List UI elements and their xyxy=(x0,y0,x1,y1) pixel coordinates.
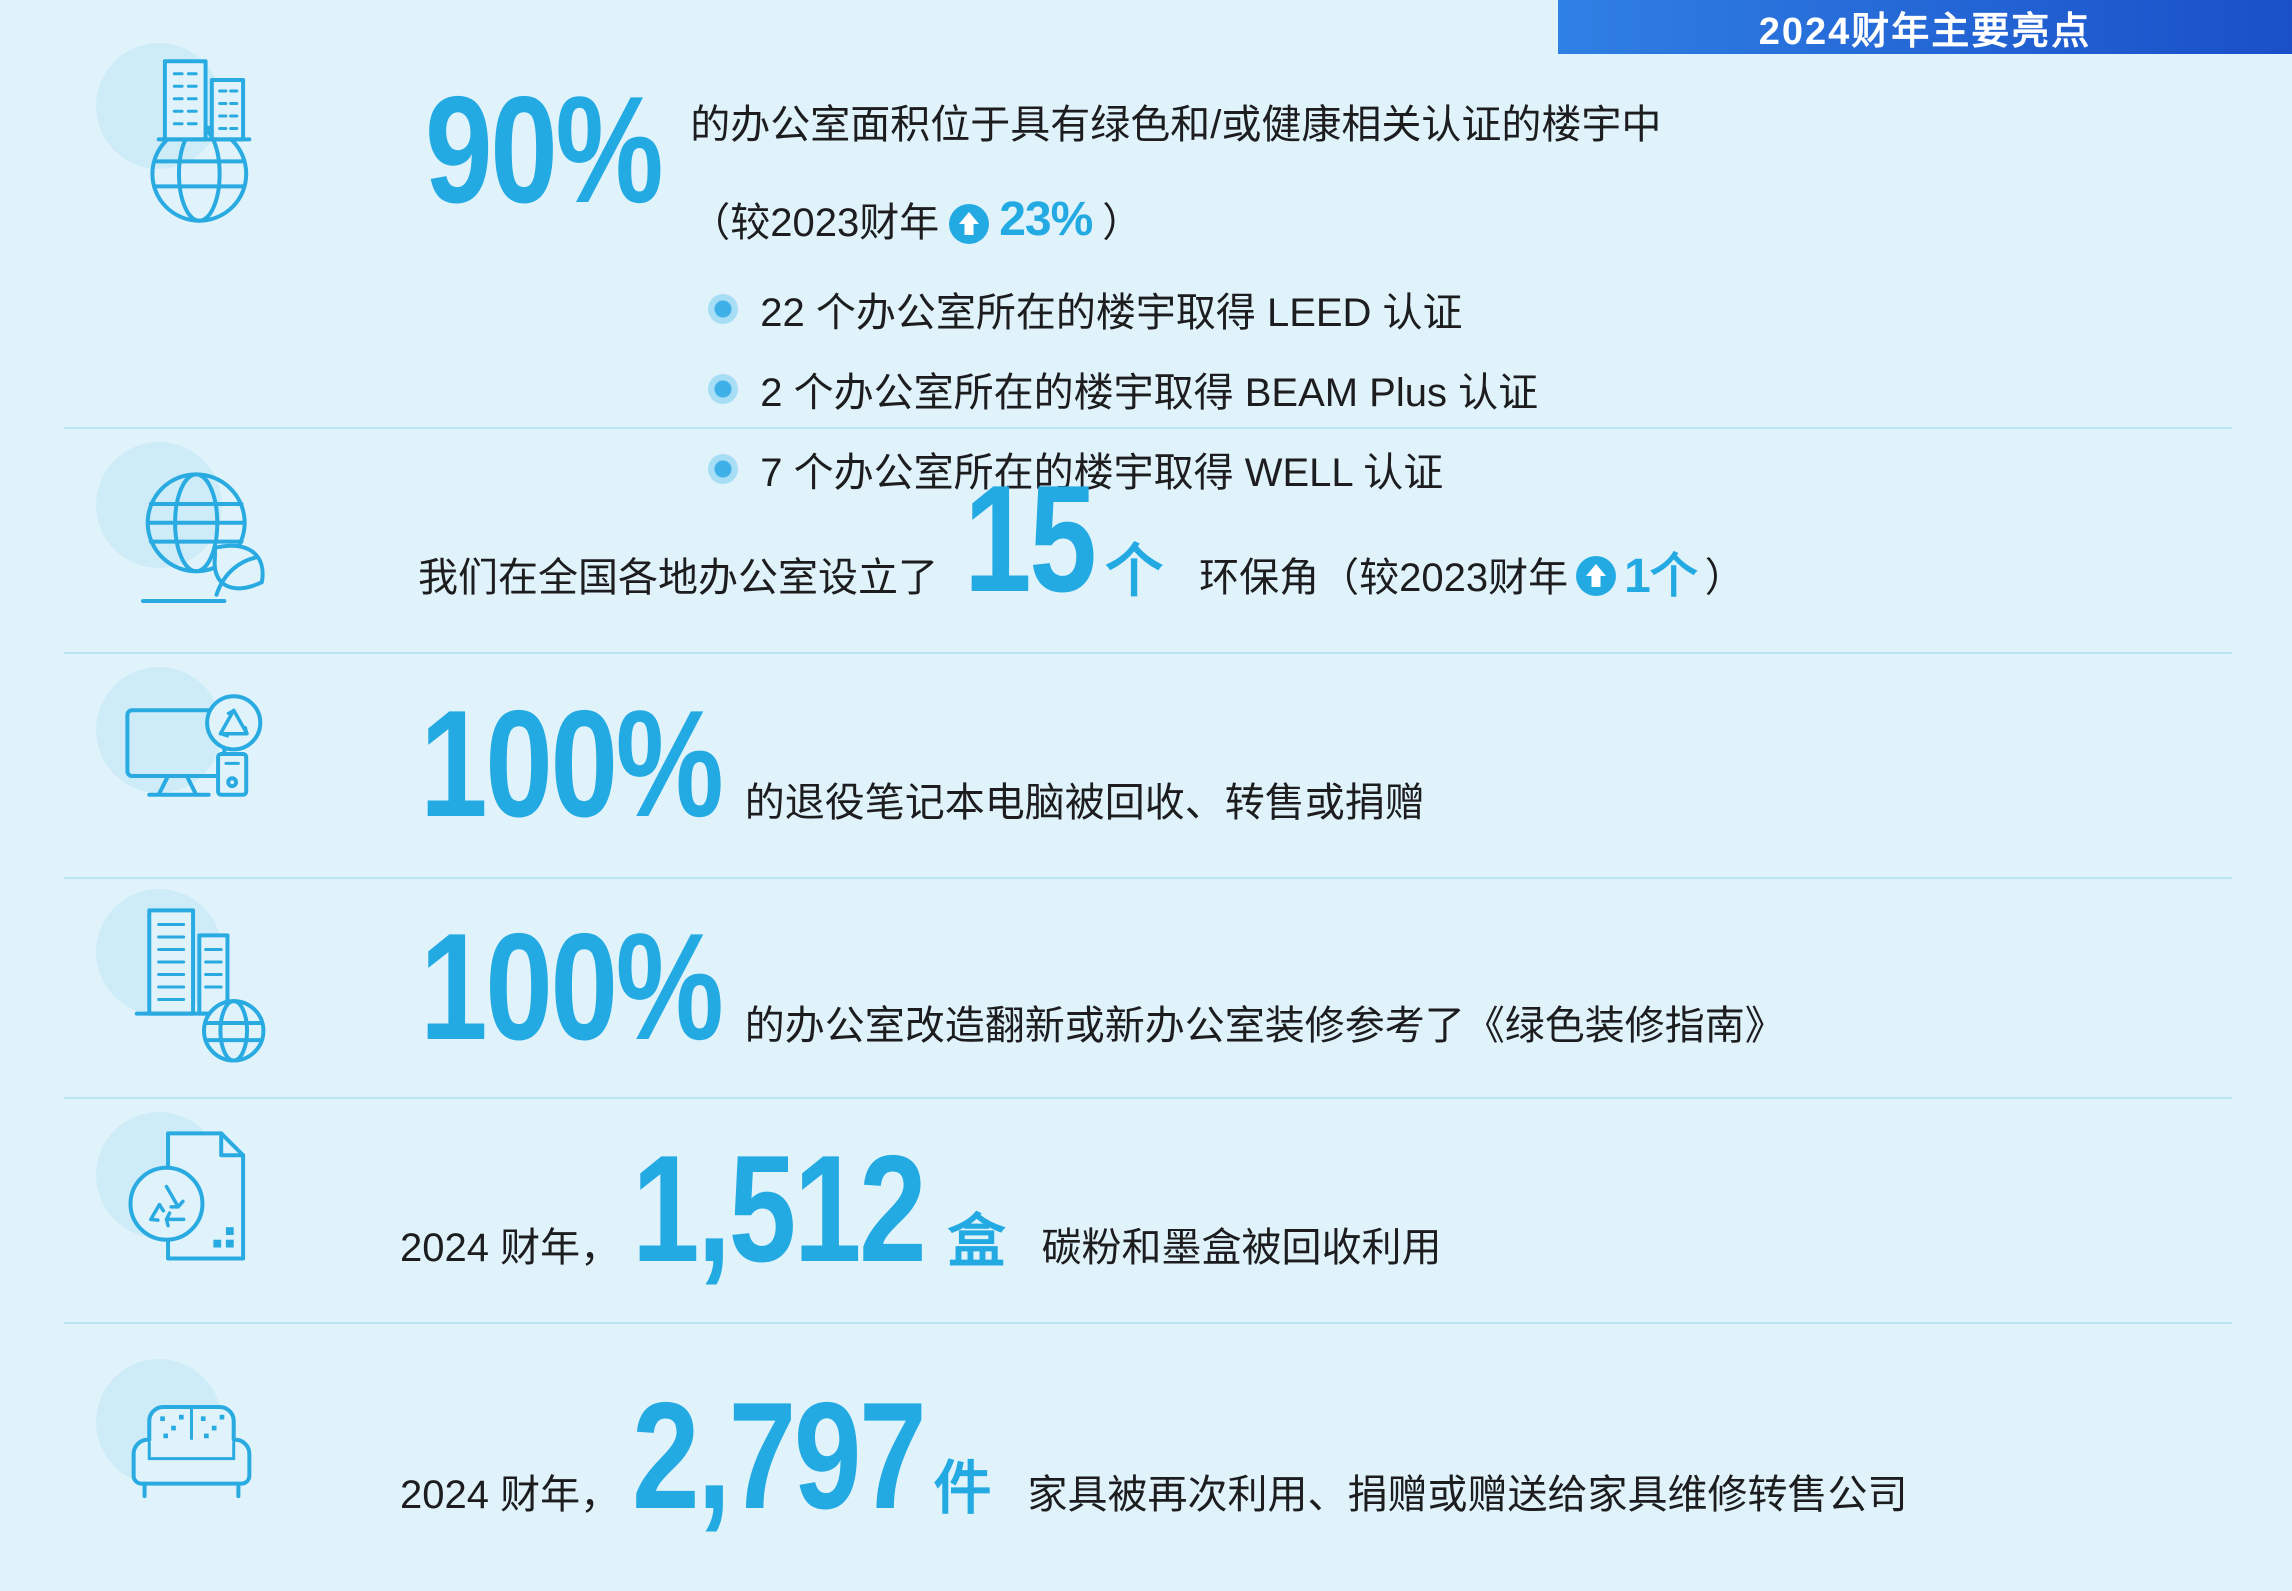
row-certified-offices: 90% 的办公室面积位于具有绿色和/或健康相关认证的楼宇中 （较2023财年 2… xyxy=(0,0,2292,495)
row1-icon-wrap xyxy=(96,43,290,227)
paper-recycle-icon xyxy=(118,1124,290,1296)
monitor-recycle-icon xyxy=(118,679,290,851)
row-furniture-reused: 2024 财年， 2,797 件 家具被再次利用、捐赠或赠送给家具维修转售公司 xyxy=(0,1322,2292,1591)
stat-100-percent: 100% xyxy=(420,901,724,1072)
bullet-dot-icon xyxy=(708,454,739,484)
bullet-text-well: 7 个办公室所在的楼宇取得 WELL 认证 xyxy=(760,451,1444,495)
building-globe-icon xyxy=(118,901,290,1073)
stat-90-percent: 90% xyxy=(425,65,664,235)
increase-arrow-icon xyxy=(949,204,990,244)
cartridges-prefix: 2024 财年， xyxy=(400,1226,621,1271)
furniture-prefix: 2024 财年， xyxy=(400,1473,621,1518)
bullet-text-leed: 22 个办公室所在的楼宇取得 LEED 认证 xyxy=(760,291,1463,335)
renovation-description: 的办公室改造翻新或新办公室装修参考了《绿色装修指南》 xyxy=(744,1003,1785,1048)
badge-label: 2024财年主要亮点 xyxy=(1758,10,2092,53)
stat-2797: 2,797 xyxy=(632,1371,927,1542)
increase-arrow-icon xyxy=(1576,556,1617,597)
eco-corners-description: 环保角（较2023财年 xyxy=(1199,556,1569,601)
sofa-icon xyxy=(118,1371,290,1543)
row2-icon-wrap xyxy=(96,441,290,626)
stat-15: 15 xyxy=(964,454,1097,625)
comparison-prefix: （较2023财年 xyxy=(690,201,940,245)
eco-corners-suffix: ） xyxy=(1704,556,1745,601)
bullet-dot-icon xyxy=(708,374,739,404)
stat-100-percent: 100% xyxy=(420,679,724,850)
unit-jian: 件 xyxy=(933,1456,992,1522)
unit-he: 盒 xyxy=(947,1209,1006,1275)
row6-icon-wrap xyxy=(96,1358,290,1543)
certification-bullet-list: 22 个办公室所在的楼宇取得 LEED 认证 2 个办公室所在的楼宇取得 BEA… xyxy=(708,280,1661,498)
unit-ge: 个 xyxy=(1105,539,1164,605)
divider xyxy=(64,652,2232,654)
comparison-value: 23% xyxy=(999,192,1093,246)
furniture-description: 家具被再次利用、捐赠或赠送给家具维修转售公司 xyxy=(1027,1473,1908,1518)
offices-on-globe-icon xyxy=(118,55,290,227)
eco-corners-comparison-value: 1个 xyxy=(1624,550,1698,604)
comparison-suffix: ） xyxy=(1102,201,1143,245)
row-cartridges-recycled: 2024 财年， 1,512 盒 碳粉和墨盒被回收利用 xyxy=(0,1097,2292,1322)
cartridges-description: 碳粉和墨盒被回收利用 xyxy=(1041,1226,1442,1271)
stat-1512: 1,512 xyxy=(632,1124,927,1295)
certified-offices-description: 的办公室面积位于具有绿色和/或健康相关认证的楼宇中 xyxy=(690,103,1662,147)
fy2024-highlights-badge: 2024财年主要亮点 xyxy=(1558,0,2292,54)
row-eco-corners: 我们在全国各地办公室设立了 15 个 环保角（较2023财年 1个 ） xyxy=(0,427,2292,652)
row-green-renovation: 100% 的办公室改造翻新或新办公室装修参考了《绿色装修指南》 xyxy=(0,877,2292,1097)
row4-icon-wrap xyxy=(96,889,290,1073)
divider xyxy=(64,427,2232,429)
row5-icon-wrap xyxy=(96,1111,290,1296)
row-laptops-recycled: 100% 的退役笔记本电脑被回收、转售或捐赠 xyxy=(0,652,2292,877)
divider xyxy=(64,877,2232,879)
laptops-description: 的退役笔记本电脑被回收、转售或捐赠 xyxy=(744,781,1425,826)
eco-corners-prefix: 我们在全国各地办公室设立了 xyxy=(418,556,938,601)
bullet-dot-icon xyxy=(708,294,739,324)
divider xyxy=(64,1097,2232,1099)
bullet-text-beam-plus: 2 个办公室所在的楼宇取得 BEAM Plus 认证 xyxy=(760,371,1539,415)
divider xyxy=(64,1322,2232,1324)
row3-icon-wrap xyxy=(96,666,290,851)
list-item-leed: 22 个办公室所在的楼宇取得 LEED 认证 xyxy=(708,280,1661,338)
list-item-well: 7 个办公室所在的楼宇取得 WELL 认证 xyxy=(708,440,1661,498)
list-item-beam-plus: 2 个办公室所在的楼宇取得 BEAM Plus 认证 xyxy=(708,360,1661,418)
globe-leaf-icon xyxy=(118,454,290,626)
icon-backdrop-circle xyxy=(96,666,222,793)
